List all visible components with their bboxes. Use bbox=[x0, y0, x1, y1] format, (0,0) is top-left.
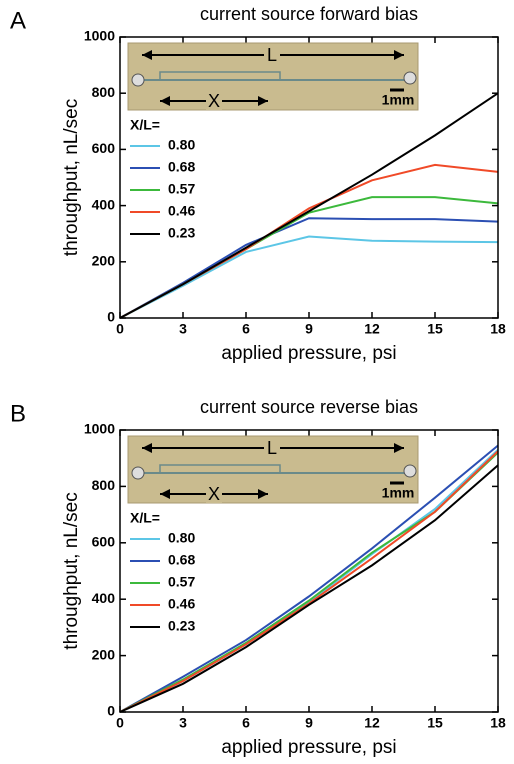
y-tick-label: 800 bbox=[92, 477, 116, 493]
y-axis-title: throughput, nL/sec bbox=[61, 492, 82, 649]
y-tick-label: 0 bbox=[107, 309, 115, 325]
y-axis-title: throughput, nL/sec bbox=[61, 99, 82, 256]
channel-branch bbox=[159, 464, 281, 474]
label-bg bbox=[264, 46, 280, 64]
x-tick-label: 18 bbox=[490, 715, 506, 731]
chart-title: current source reverse bias bbox=[200, 397, 418, 417]
legend-title: X/L= bbox=[130, 510, 160, 526]
x-tick-label: 9 bbox=[305, 321, 313, 337]
label-bg bbox=[206, 92, 222, 110]
port bbox=[131, 73, 145, 87]
legend-title: X/L= bbox=[130, 117, 160, 133]
y-tick-label: 1000 bbox=[84, 421, 115, 437]
legend-label: 0.23 bbox=[168, 225, 195, 241]
legend-label: 0.80 bbox=[168, 137, 195, 153]
legend-label: 0.68 bbox=[168, 552, 195, 568]
chart-title: current source forward bias bbox=[200, 4, 418, 24]
x-tick-label: 15 bbox=[427, 715, 443, 731]
scale-label: 1mm bbox=[382, 485, 415, 501]
y-tick-label: 1000 bbox=[84, 28, 115, 44]
inset-label: L bbox=[267, 45, 277, 65]
legend-label: 0.80 bbox=[168, 530, 195, 546]
x-tick-label: 6 bbox=[242, 715, 250, 731]
x-axis-title: applied pressure, psi bbox=[221, 343, 396, 364]
data-line bbox=[119, 217, 499, 319]
x-tick-label: 15 bbox=[427, 321, 443, 337]
port bbox=[403, 71, 417, 85]
inset-label: X bbox=[208, 91, 220, 111]
y-tick-label: 400 bbox=[92, 196, 116, 212]
y-tick-label: 600 bbox=[92, 534, 116, 550]
x-tick-label: 0 bbox=[116, 715, 124, 731]
scale-label: 1mm bbox=[382, 92, 415, 108]
label-bg bbox=[206, 485, 222, 503]
legend-label: 0.68 bbox=[168, 159, 195, 175]
x-tick-label: 6 bbox=[242, 321, 250, 337]
data-line bbox=[119, 450, 499, 713]
x-tick-label: 3 bbox=[179, 321, 187, 337]
x-tick-label: 3 bbox=[179, 715, 187, 731]
inset-label: L bbox=[267, 438, 277, 458]
y-tick-label: 200 bbox=[92, 646, 116, 662]
x-tick-label: 12 bbox=[364, 321, 380, 337]
legend-label: 0.46 bbox=[168, 203, 195, 219]
port bbox=[131, 466, 145, 480]
inset-label: X bbox=[208, 484, 220, 504]
panel-label: B bbox=[10, 400, 26, 427]
data-line bbox=[119, 464, 499, 713]
x-tick-label: 0 bbox=[116, 321, 124, 337]
panel-label: A bbox=[10, 7, 26, 34]
x-axis-title: applied pressure, psi bbox=[221, 737, 396, 758]
data-line bbox=[119, 235, 499, 319]
legend-label: 0.57 bbox=[168, 574, 195, 590]
legend-label: 0.46 bbox=[168, 596, 195, 612]
legend-label: 0.57 bbox=[168, 181, 195, 197]
y-tick-label: 800 bbox=[92, 84, 116, 100]
x-tick-label: 12 bbox=[364, 715, 380, 731]
label-bg bbox=[264, 439, 280, 457]
plot-frame bbox=[119, 429, 499, 713]
legend-label: 0.23 bbox=[168, 618, 195, 634]
x-tick-label: 9 bbox=[305, 715, 313, 731]
y-tick-label: 400 bbox=[92, 590, 116, 606]
plot-frame bbox=[119, 36, 499, 319]
y-tick-label: 600 bbox=[92, 140, 116, 156]
port bbox=[403, 464, 417, 478]
y-tick-label: 0 bbox=[107, 703, 115, 719]
y-tick-label: 200 bbox=[92, 253, 116, 269]
data-line bbox=[119, 92, 499, 319]
channel-branch bbox=[159, 71, 281, 81]
x-tick-label: 18 bbox=[490, 321, 506, 337]
data-line bbox=[119, 444, 499, 713]
